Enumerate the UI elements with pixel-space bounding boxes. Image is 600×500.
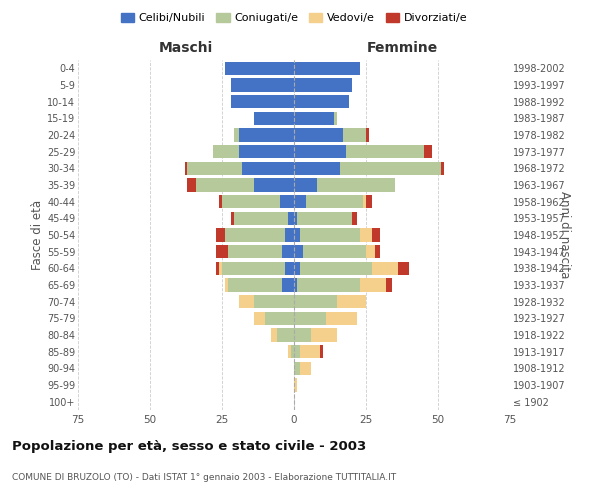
Bar (300, 262, 372, 275)
Bar (288, 345, 291, 358)
Bar (185, 162, 187, 175)
Bar (286, 262, 294, 275)
Bar (228, 245, 283, 258)
Bar (196, 178, 254, 192)
Bar (254, 112, 294, 125)
Bar (187, 162, 242, 175)
Bar (352, 212, 358, 225)
Bar (398, 262, 409, 275)
Bar (340, 162, 441, 175)
Bar (233, 212, 288, 225)
Bar (239, 295, 254, 308)
Bar (283, 278, 294, 291)
Bar (305, 195, 363, 208)
Bar (372, 262, 398, 275)
Bar (277, 328, 294, 342)
Bar (317, 178, 395, 192)
Bar (294, 128, 343, 141)
Bar (288, 212, 294, 225)
Text: Popolazione per età, sesso e stato civile - 2003: Popolazione per età, sesso e stato civil… (12, 440, 366, 453)
Bar (294, 212, 297, 225)
Bar (225, 278, 228, 291)
Bar (334, 112, 337, 125)
Bar (254, 178, 294, 192)
Bar (294, 62, 360, 75)
Bar (360, 278, 386, 291)
Bar (294, 295, 337, 308)
Bar (294, 145, 346, 158)
Text: COMUNE DI BRUZOLO (TO) - Dati ISTAT 1° gennaio 2003 - Elaborazione TUTTITALIA.IT: COMUNE DI BRUZOLO (TO) - Dati ISTAT 1° g… (12, 473, 396, 482)
Bar (291, 345, 294, 358)
Bar (187, 178, 196, 192)
Bar (311, 328, 337, 342)
Bar (242, 162, 294, 175)
Bar (280, 195, 294, 208)
Bar (294, 195, 305, 208)
Bar (239, 128, 294, 141)
Bar (441, 162, 444, 175)
Bar (294, 312, 326, 325)
Bar (294, 245, 302, 258)
Bar (225, 228, 286, 241)
Bar (366, 128, 369, 141)
Bar (297, 278, 360, 291)
Bar (230, 95, 294, 108)
Text: Maschi: Maschi (159, 41, 213, 55)
Bar (294, 178, 317, 192)
Bar (230, 78, 294, 92)
Bar (216, 245, 228, 258)
Bar (294, 78, 352, 92)
Bar (214, 145, 239, 158)
Y-axis label: Fasce di età: Fasce di età (31, 200, 44, 270)
Bar (300, 228, 360, 241)
Bar (283, 245, 294, 258)
Bar (300, 362, 311, 375)
Bar (343, 128, 366, 141)
Bar (254, 295, 294, 308)
Bar (294, 112, 334, 125)
Text: Femmine: Femmine (367, 41, 437, 55)
Bar (372, 228, 380, 241)
Bar (320, 345, 323, 358)
Bar (233, 128, 239, 141)
Bar (294, 228, 300, 241)
Bar (300, 345, 320, 358)
Bar (360, 228, 372, 241)
Bar (346, 145, 424, 158)
Bar (337, 295, 366, 308)
Bar (294, 328, 311, 342)
Bar (363, 195, 366, 208)
Bar (219, 195, 222, 208)
Bar (386, 278, 392, 291)
Bar (374, 245, 380, 258)
Bar (228, 278, 283, 291)
Bar (225, 62, 294, 75)
Bar (294, 345, 300, 358)
Bar (294, 362, 300, 375)
Bar (219, 262, 222, 275)
Bar (294, 162, 340, 175)
Bar (254, 312, 265, 325)
Bar (222, 262, 286, 275)
Legend: Celibi/Nubili, Coniugati/e, Vedovi/e, Divorziati/e: Celibi/Nubili, Coniugati/e, Vedovi/e, Di… (116, 8, 472, 28)
Bar (294, 95, 349, 108)
Bar (297, 212, 352, 225)
Bar (216, 228, 225, 241)
Bar (294, 262, 300, 275)
Bar (222, 195, 280, 208)
Bar (230, 212, 233, 225)
Bar (326, 312, 358, 325)
Bar (302, 245, 366, 258)
Bar (286, 228, 294, 241)
Bar (366, 195, 372, 208)
Bar (294, 378, 297, 392)
Bar (216, 262, 219, 275)
Bar (424, 145, 432, 158)
Bar (271, 328, 277, 342)
Bar (265, 312, 294, 325)
Bar (294, 278, 297, 291)
Bar (366, 245, 374, 258)
Y-axis label: Anni di nascita: Anni di nascita (558, 192, 571, 278)
Bar (239, 145, 294, 158)
